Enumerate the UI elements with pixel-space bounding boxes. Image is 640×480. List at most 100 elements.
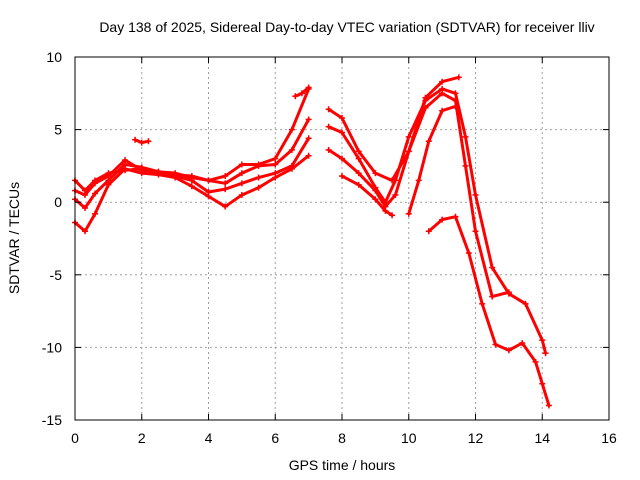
data-point (522, 300, 529, 307)
data-point (238, 161, 245, 168)
data-point (305, 84, 312, 91)
data-point (389, 212, 396, 219)
data-point (82, 228, 89, 235)
data-point (372, 187, 379, 194)
data-point (355, 155, 362, 162)
data-point (92, 190, 99, 197)
data-point (472, 228, 479, 235)
series-track-9 (325, 90, 512, 300)
data-point (92, 210, 99, 217)
series-track-11 (405, 103, 459, 217)
data-point (288, 146, 295, 153)
data-point (272, 161, 279, 168)
data-point (82, 205, 89, 212)
y-tick-label: 10 (46, 49, 62, 65)
data-point (339, 155, 345, 162)
y-tick-label: -15 (42, 412, 62, 428)
data-point (222, 186, 229, 193)
data-point (325, 106, 332, 113)
data-point (405, 148, 412, 155)
data-point (462, 162, 469, 169)
y-tick-label: 5 (54, 122, 62, 138)
data-point (505, 289, 512, 296)
series-track-4 (72, 152, 312, 235)
data-point (325, 146, 332, 153)
data-point (472, 191, 479, 198)
data-point (425, 138, 432, 145)
series-track-10 (339, 173, 396, 219)
data-point (422, 104, 429, 111)
series-track-6 (292, 84, 312, 100)
data-point (439, 78, 446, 85)
data-point (155, 171, 162, 178)
series-line (73, 117, 311, 197)
y-axis-label: SDTVAR / TECUs (6, 182, 22, 294)
data-point (305, 135, 312, 142)
y-tick-label: -10 (42, 339, 62, 355)
data-point (452, 103, 459, 110)
data-point (355, 170, 362, 177)
data-point (425, 228, 432, 235)
x-axis-label: GPS time / hours (289, 457, 396, 473)
data-point (519, 340, 526, 347)
data-point (205, 177, 212, 184)
data-point (138, 170, 145, 177)
data-point (222, 173, 229, 180)
ticks: 0 2 4 6 8 10 12 14 16 -15 -10 -5 0 5 10 (42, 49, 617, 446)
data-point (145, 138, 152, 145)
data-point (105, 181, 112, 188)
data-point (138, 164, 145, 171)
data-point (452, 213, 459, 220)
data-point (372, 170, 379, 177)
data-point (132, 136, 139, 143)
data-series (72, 74, 552, 409)
data-point (539, 337, 546, 344)
data-point (462, 133, 469, 140)
data-point (138, 139, 145, 146)
series-track-5 (132, 136, 152, 146)
data-point (439, 107, 446, 114)
data-point (492, 341, 499, 348)
series-line (327, 87, 548, 355)
data-point (542, 350, 549, 357)
series-line (73, 154, 311, 233)
data-point (439, 90, 446, 97)
series-track-12 (425, 213, 552, 409)
data-point (339, 129, 345, 136)
data-point (505, 347, 512, 354)
series-track-8 (325, 85, 549, 357)
data-point (305, 116, 312, 123)
series-line (427, 215, 551, 407)
x-tick-label: 12 (468, 430, 484, 446)
x-tick-label: 4 (205, 430, 213, 446)
data-point (272, 174, 279, 181)
data-point (422, 97, 429, 104)
data-point (452, 90, 459, 97)
data-point (292, 93, 299, 100)
data-point (539, 380, 546, 387)
data-point (405, 210, 412, 217)
data-point (238, 170, 245, 177)
data-point (339, 114, 345, 121)
x-tick-label: 16 (601, 430, 617, 446)
data-point (532, 358, 539, 365)
data-point (405, 133, 412, 140)
data-point (355, 181, 362, 188)
grid (75, 57, 609, 420)
series-line (73, 136, 311, 210)
data-point (205, 193, 212, 200)
data-point (392, 177, 399, 184)
data-point (172, 174, 179, 181)
data-point (238, 191, 245, 198)
data-point (255, 184, 262, 191)
x-tick-label: 8 (338, 430, 346, 446)
data-point (455, 74, 462, 81)
data-point (92, 180, 99, 187)
data-point (489, 264, 496, 271)
data-point (465, 250, 472, 257)
data-point (452, 97, 459, 104)
data-point (355, 148, 362, 155)
series-line (327, 91, 511, 299)
data-point (82, 191, 89, 198)
data-point (415, 177, 422, 184)
